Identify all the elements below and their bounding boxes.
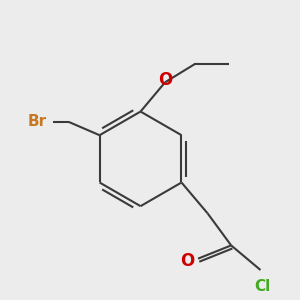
Text: Br: Br bbox=[28, 115, 46, 130]
Text: O: O bbox=[180, 252, 194, 270]
Text: O: O bbox=[158, 71, 172, 89]
Text: Cl: Cl bbox=[254, 278, 271, 293]
